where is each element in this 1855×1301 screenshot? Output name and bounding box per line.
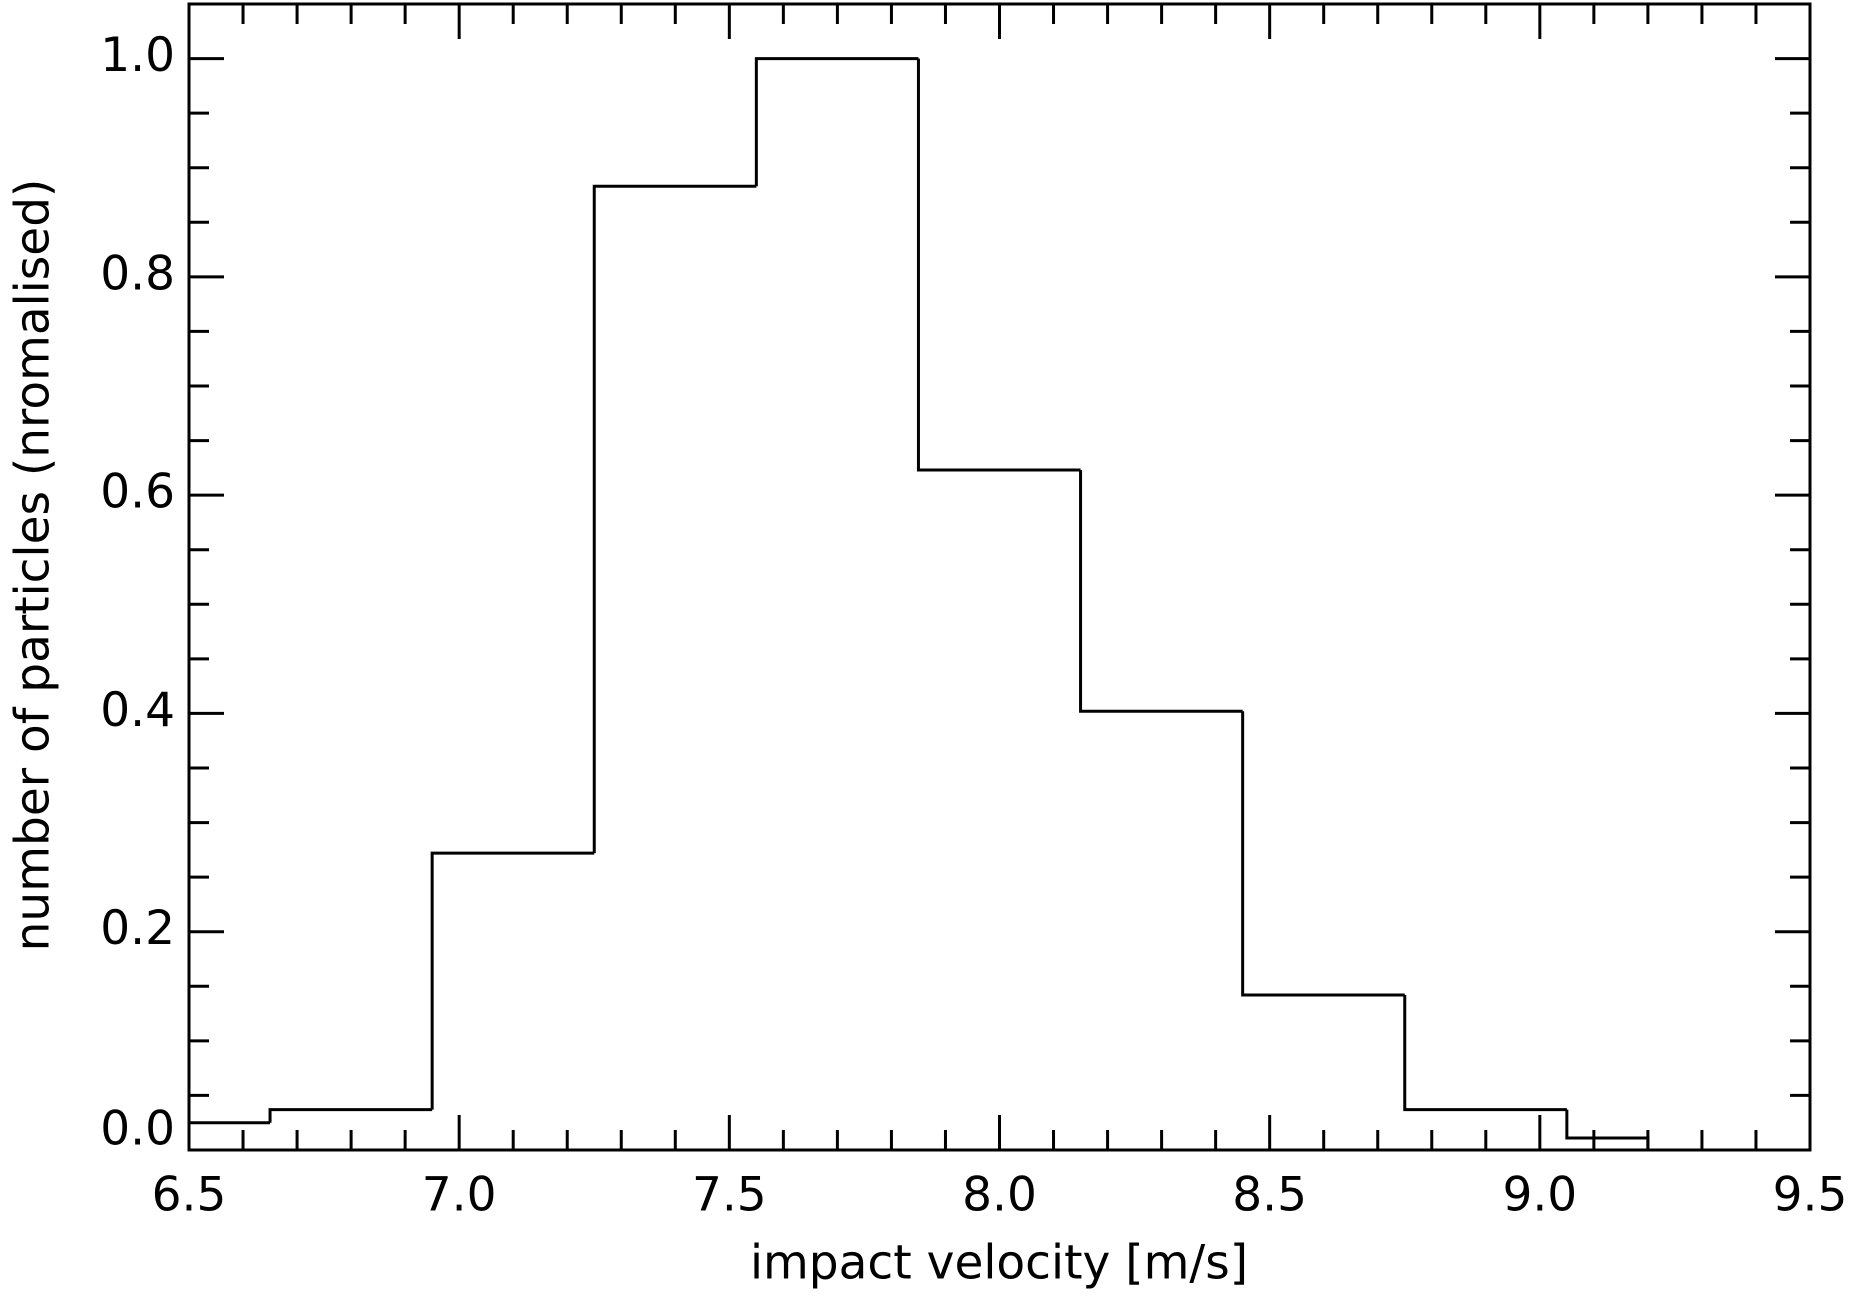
x-tick-label: 7.5 [692, 1168, 767, 1223]
x-tick-label: 7.0 [422, 1168, 497, 1223]
y-axis-title: number of particles (nromalised) [6, 179, 61, 952]
histogram-bin [1565, 1109, 1650, 1150]
histogram-bin [1241, 711, 1405, 997]
histogram-bin [592, 184, 757, 854]
y-tick-label: 1.0 [100, 28, 175, 83]
x-tick-label: 8.5 [1232, 1168, 1307, 1223]
x-axis-title: impact velocity [m/s] [750, 1236, 1248, 1291]
y-tick-label: 0.0 [100, 1102, 175, 1157]
y-tick-label: 0.4 [100, 683, 175, 738]
histogram-bin [268, 1108, 433, 1123]
y-tick-label: 0.6 [100, 465, 175, 520]
histogram-bin [1079, 470, 1243, 713]
y-tick-label: 0.8 [100, 246, 175, 301]
x-tick-label: 6.5 [152, 1168, 227, 1223]
histogram-bin [1403, 995, 1567, 1112]
histogram-bin [916, 58, 1081, 472]
x-tick-label: 9.0 [1502, 1168, 1577, 1223]
histogram-bin [430, 851, 595, 1110]
histogram-bin [754, 57, 919, 187]
x-tick-label: 8.0 [962, 1168, 1037, 1223]
x-tick-label: 9.5 [1773, 1168, 1848, 1223]
y-tick-label: 0.2 [100, 901, 175, 956]
